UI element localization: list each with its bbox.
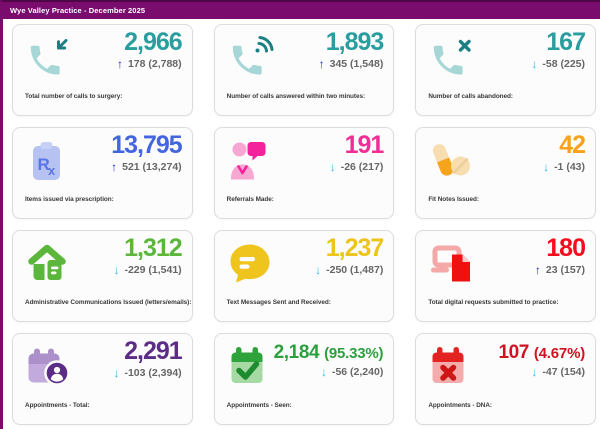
card-label: Appointments - Total: [25, 402, 90, 409]
dashboard-grid: 2,966 ↑ 178 (2,788) Total number of call… [3, 19, 600, 429]
change-value: 178 (2,788) [127, 58, 182, 71]
trend-down-icon: ↓ [329, 160, 336, 175]
trend-up-icon: ↑ [111, 160, 118, 175]
trend-down-icon: ↓ [543, 160, 550, 175]
stat-value: 1,893 [325, 28, 385, 56]
svg-text:x: x [48, 163, 56, 178]
card-label: Text Messages Sent and Received: [226, 299, 331, 306]
trend-down-icon: ↓ [113, 263, 120, 278]
stat-card-digital-requests: 180 ↑ 23 (157) Total digital requests su… [415, 230, 596, 322]
trend-down-icon: ↓ [531, 364, 538, 379]
change-value: -229 (1,541) [124, 264, 182, 277]
trend-down-icon: ↓ [113, 366, 120, 381]
stat-value: 2,966 [124, 28, 183, 56]
card-label: Number of calls answered within two minu… [226, 93, 366, 100]
stat-card-prescriptions: R x 13,795 ↑ 521 (13,274) Items issued v… [12, 127, 193, 219]
phone-incoming-icon [24, 34, 72, 82]
phone-answered-icon [226, 34, 274, 82]
svg-text:R: R [38, 155, 50, 174]
stat-card-referrals: 191 ↓ -26 (217) Referrals Made: [213, 127, 395, 219]
prescription-icon: R x [24, 137, 72, 185]
card-label: Number of calls abandoned: [428, 93, 513, 100]
stat-value: 167 [546, 28, 586, 56]
stat-value: 107 [498, 342, 529, 363]
page-title: Wye Valley Practice - December 2025 [3, 2, 600, 19]
trend-up-icon: ↑ [534, 263, 541, 278]
stat-value: 1,312 [124, 234, 183, 262]
admin-comms-icon [24, 240, 72, 288]
stat-percentage: (95.33%) [324, 345, 384, 362]
stat-value: 2,184 [273, 342, 320, 363]
stat-percentage: (4.67%) [533, 345, 585, 362]
stat-card-fit-notes: 42 ↓ -1 (43) Fit Notes Issued: [415, 127, 596, 219]
stat-value: 191 [344, 131, 385, 159]
card-label: Appointments - DNA: [428, 402, 492, 409]
change-value: -47 (154) [542, 365, 585, 378]
trend-down-icon: ↓ [320, 364, 327, 379]
text-messages-icon [226, 240, 274, 288]
change-value: -1 (43) [554, 161, 585, 174]
card-label: Fit Notes Issued: [428, 196, 479, 203]
stat-value: 13,795 [111, 131, 182, 159]
digital-requests-icon [427, 240, 475, 288]
trend-up-icon: ↑ [116, 57, 123, 72]
change-value: 345 (1,548) [329, 58, 384, 71]
appointments-seen-icon [226, 343, 274, 391]
stat-card-calls-answered: 1,893 ↑ 345 (1,548) Number of calls answ… [213, 24, 395, 116]
stat-value: 42 [559, 131, 586, 159]
card-label: Appointments - Seen: [226, 402, 292, 409]
card-label: Referrals Made: [226, 196, 274, 203]
fit-notes-icon [427, 137, 475, 185]
stat-value: 2,291 [124, 337, 183, 365]
stat-card-calls-total: 2,966 ↑ 178 (2,788) Total number of call… [12, 24, 193, 116]
trend-up-icon: ↑ [318, 57, 325, 72]
stat-value: 1,237 [325, 234, 385, 262]
appointments-dna-icon [427, 343, 475, 391]
change-value: -250 (1,487) [326, 264, 384, 277]
card-label: Administrative Communications Issued (le… [25, 299, 192, 306]
change-value: -103 (2,394) [124, 367, 182, 380]
change-value: -58 (225) [542, 58, 585, 71]
trend-down-icon: ↓ [315, 263, 322, 278]
stat-card-admin-comms: 1,312 ↓ -229 (1,541) Administrative Comm… [12, 230, 193, 322]
card-label: Items issued via prescription: [25, 196, 114, 203]
card-label: Total digital requests submitted to prac… [428, 299, 559, 306]
stat-value: 180 [546, 234, 586, 262]
stat-card-text-messages: 1,237 ↓ -250 (1,487) Text Messages Sent … [213, 230, 395, 322]
change-value: 521 (13,274) [122, 161, 182, 174]
phone-abandoned-icon [427, 34, 475, 82]
change-value: 23 (157) [545, 264, 585, 277]
card-label: Total number of calls to surgery: [25, 93, 123, 100]
change-value: -26 (217) [340, 161, 384, 174]
stat-card-appointments-seen: 2,184 (95.33%) ↓ -56 (2,240) Appointment… [213, 333, 395, 425]
change-value: -56 (2,240) [331, 365, 384, 378]
appointments-total-icon [24, 343, 72, 391]
trend-down-icon: ↓ [531, 57, 538, 72]
stat-card-appointments-total: 2,291 ↓ -103 (2,394) Appointments - Tota… [12, 333, 193, 425]
referral-icon [226, 137, 274, 185]
stat-card-calls-abandoned: 167 ↓ -58 (225) Number of calls abandone… [415, 24, 596, 116]
stat-card-appointments-dna: 107 (4.67%) ↓ -47 (154) Appointments - D… [415, 333, 596, 425]
